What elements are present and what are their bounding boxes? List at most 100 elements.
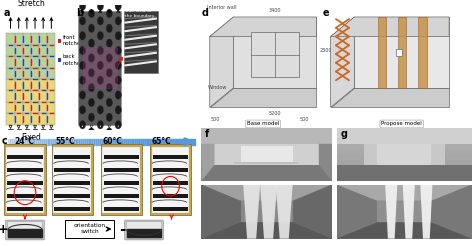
Ellipse shape <box>97 31 103 40</box>
Ellipse shape <box>88 39 95 47</box>
Bar <box>7 194 43 198</box>
Bar <box>153 207 188 211</box>
Bar <box>31 91 39 102</box>
Bar <box>47 56 55 68</box>
Polygon shape <box>337 165 472 181</box>
Polygon shape <box>210 17 233 107</box>
Ellipse shape <box>88 0 95 3</box>
Polygon shape <box>34 125 36 129</box>
Text: Base model: Base model <box>247 122 279 126</box>
Text: 500: 500 <box>211 117 220 122</box>
Polygon shape <box>337 128 472 144</box>
Ellipse shape <box>115 17 121 25</box>
Polygon shape <box>337 222 472 239</box>
Bar <box>15 33 23 45</box>
Bar <box>15 68 23 79</box>
Bar <box>15 79 23 91</box>
Polygon shape <box>201 144 214 181</box>
Polygon shape <box>99 125 101 129</box>
Bar <box>39 56 47 68</box>
Ellipse shape <box>88 54 95 62</box>
Text: 3400: 3400 <box>269 8 281 14</box>
Bar <box>7 168 43 172</box>
Bar <box>153 168 188 172</box>
Bar <box>102 147 140 214</box>
Polygon shape <box>418 17 427 88</box>
Bar <box>7 102 15 113</box>
Bar <box>53 147 91 214</box>
Text: side view at
the boundary: side view at the boundary <box>126 10 155 18</box>
Polygon shape <box>243 184 260 239</box>
Bar <box>31 56 39 68</box>
Ellipse shape <box>106 39 112 47</box>
Polygon shape <box>201 184 332 239</box>
Ellipse shape <box>88 24 95 32</box>
Bar <box>55 168 90 172</box>
Bar <box>7 155 43 159</box>
Bar <box>251 32 299 77</box>
Polygon shape <box>319 144 332 181</box>
Bar <box>152 147 190 214</box>
Polygon shape <box>201 165 332 181</box>
Polygon shape <box>233 17 316 88</box>
Text: front
notches: front notches <box>63 35 83 46</box>
Bar <box>58 58 61 62</box>
Polygon shape <box>276 184 292 239</box>
Polygon shape <box>42 125 45 129</box>
Bar <box>153 194 188 198</box>
Ellipse shape <box>106 98 112 107</box>
Bar <box>23 56 31 68</box>
Ellipse shape <box>79 46 86 55</box>
Ellipse shape <box>97 46 103 55</box>
Polygon shape <box>210 88 316 107</box>
Ellipse shape <box>115 46 121 55</box>
Bar <box>337 128 472 133</box>
Bar <box>104 194 139 198</box>
Bar <box>39 79 47 91</box>
Bar <box>337 149 472 154</box>
Ellipse shape <box>106 0 112 3</box>
Bar <box>337 165 472 170</box>
Text: Window: Window <box>207 85 227 90</box>
Bar <box>47 79 55 91</box>
Ellipse shape <box>115 2 121 10</box>
Bar <box>337 154 472 160</box>
Bar <box>55 194 90 198</box>
Bar <box>104 207 139 211</box>
Bar <box>104 181 139 185</box>
Bar <box>39 113 47 125</box>
Ellipse shape <box>97 61 103 70</box>
Polygon shape <box>201 184 332 201</box>
Bar <box>15 91 23 102</box>
Bar <box>153 181 188 185</box>
Bar <box>55 181 90 185</box>
Bar <box>78 11 121 125</box>
Bar <box>23 91 31 102</box>
Bar <box>337 144 472 149</box>
Ellipse shape <box>79 61 86 70</box>
Text: 60°C: 60°C <box>102 137 122 146</box>
Bar <box>337 176 472 181</box>
Text: 24°C: 24°C <box>14 137 34 146</box>
Ellipse shape <box>79 120 86 129</box>
Ellipse shape <box>79 106 86 114</box>
Bar <box>7 113 15 125</box>
Ellipse shape <box>97 76 103 84</box>
Bar <box>39 68 47 79</box>
Bar <box>15 102 23 113</box>
Bar <box>47 45 55 56</box>
Bar <box>104 168 139 172</box>
Text: e: e <box>322 8 329 18</box>
Bar <box>47 113 55 125</box>
Bar <box>377 144 431 165</box>
FancyBboxPatch shape <box>65 220 115 238</box>
FancyBboxPatch shape <box>100 144 142 215</box>
Bar <box>39 33 47 45</box>
Polygon shape <box>50 125 53 129</box>
Ellipse shape <box>79 76 86 84</box>
Polygon shape <box>260 184 277 239</box>
Polygon shape <box>108 125 110 129</box>
Bar <box>47 68 55 79</box>
Text: 2300: 2300 <box>320 48 332 53</box>
Text: g: g <box>341 129 347 139</box>
